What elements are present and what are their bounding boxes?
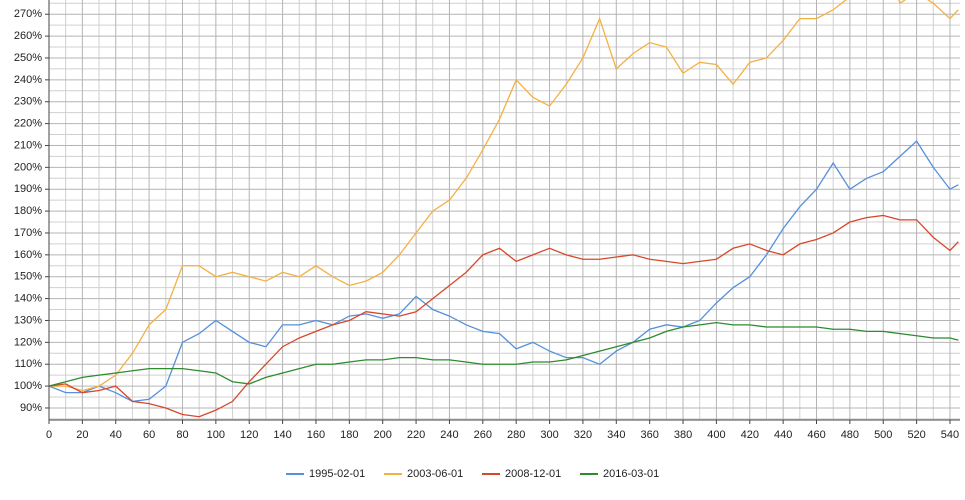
legend-label: 1995-02-01 [309, 468, 365, 480]
x-tick-label: 120 [240, 429, 258, 441]
y-tick-label: 260% [14, 30, 42, 42]
y-tick-label: 130% [14, 314, 42, 326]
x-tick-label: 40 [110, 429, 122, 441]
x-tick-label: 240 [440, 429, 458, 441]
x-tick-label: 60 [143, 429, 155, 441]
y-tick-label: 240% [14, 74, 42, 86]
x-tick-label: 160 [307, 429, 325, 441]
x-tick-label: 140 [273, 429, 291, 441]
y-tick-label: 230% [14, 96, 42, 108]
legend-label: 2016-03-01 [603, 468, 659, 480]
x-tick-label: 340 [607, 429, 625, 441]
x-tick-label: 400 [707, 429, 725, 441]
y-tick-label: 210% [14, 139, 42, 151]
y-tick-label: 110% [15, 358, 43, 370]
x-tick-label: 20 [76, 429, 88, 441]
series-line [49, 322, 959, 387]
y-tick-label: 250% [14, 52, 42, 64]
x-tick-label: 380 [674, 429, 692, 441]
series-line [49, 214, 959, 418]
x-tick-label: 300 [540, 429, 558, 441]
x-tick-label: 180 [340, 429, 358, 441]
series-group [49, 0, 959, 418]
y-tick-label: 140% [14, 293, 42, 305]
x-tick-label: 100 [207, 429, 225, 441]
x-tick-label: 420 [741, 429, 759, 441]
y-tick-label: 120% [14, 336, 42, 348]
x-tick-label: 520 [907, 429, 925, 441]
y-tick-label: 150% [14, 271, 42, 283]
plot-background [49, 0, 960, 420]
x-tick-label: 320 [574, 429, 592, 441]
x-tick-label: 80 [176, 429, 188, 441]
x-tick-label: 220 [407, 429, 425, 441]
x-tick-label: 0 [46, 429, 52, 441]
y-tick-label: 100% [14, 380, 42, 392]
series-line [49, 0, 959, 392]
legend-label: 2008-12-01 [505, 468, 561, 480]
y-tick-label: 170% [14, 227, 42, 239]
y-tick-label: 90% [20, 402, 42, 414]
y-tick-label: 180% [14, 205, 42, 217]
y-tick-label: 270% [14, 8, 42, 20]
y-tick-label: 190% [14, 183, 42, 195]
x-tick-label: 460 [807, 429, 825, 441]
x-tick-label: 540 [941, 429, 959, 441]
x-tick-label: 260 [474, 429, 492, 441]
y-tick-label: 220% [14, 118, 42, 130]
x-tick-label: 280 [507, 429, 525, 441]
x-tick-label: 440 [774, 429, 792, 441]
x-tick-label: 480 [841, 429, 859, 441]
x-tick-label: 500 [874, 429, 892, 441]
y-tick-label: 160% [14, 249, 42, 261]
series-line [49, 140, 959, 403]
x-tick-label: 200 [374, 429, 392, 441]
x-tick-label: 360 [640, 429, 658, 441]
legend-label: 2003-06-01 [407, 468, 463, 480]
y-tick-label: 200% [14, 161, 42, 173]
